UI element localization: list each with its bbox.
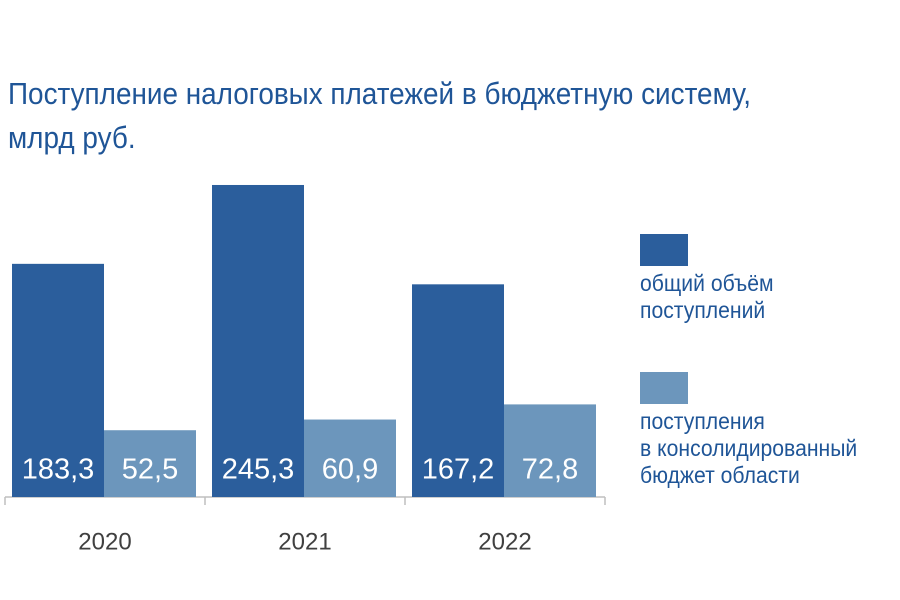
value-label: 245,3: [222, 454, 295, 486]
value-label: 183,3: [22, 454, 95, 486]
bar: [212, 184, 304, 497]
legend-label: общий объём поступлений: [640, 270, 774, 323]
value-label: 72,8: [522, 454, 578, 486]
value-label: 60,9: [322, 454, 378, 486]
chart-title: Поступление налоговых платежей в бюджетн…: [8, 76, 751, 155]
legend-label: поступления в консолидированный бюджет о…: [640, 408, 858, 488]
bar: [12, 263, 104, 497]
x-tick-label: 2022: [478, 528, 531, 555]
bar: [304, 419, 396, 497]
bar: [412, 284, 504, 497]
x-tick-label: 2021: [278, 528, 331, 555]
legend-swatch: [640, 372, 688, 404]
value-label: 167,2: [422, 454, 495, 486]
legend-swatch: [640, 234, 688, 266]
value-label: 52,5: [122, 454, 178, 486]
bar: [104, 430, 196, 497]
x-tick-label: 2020: [78, 528, 131, 555]
bar: [504, 404, 596, 497]
